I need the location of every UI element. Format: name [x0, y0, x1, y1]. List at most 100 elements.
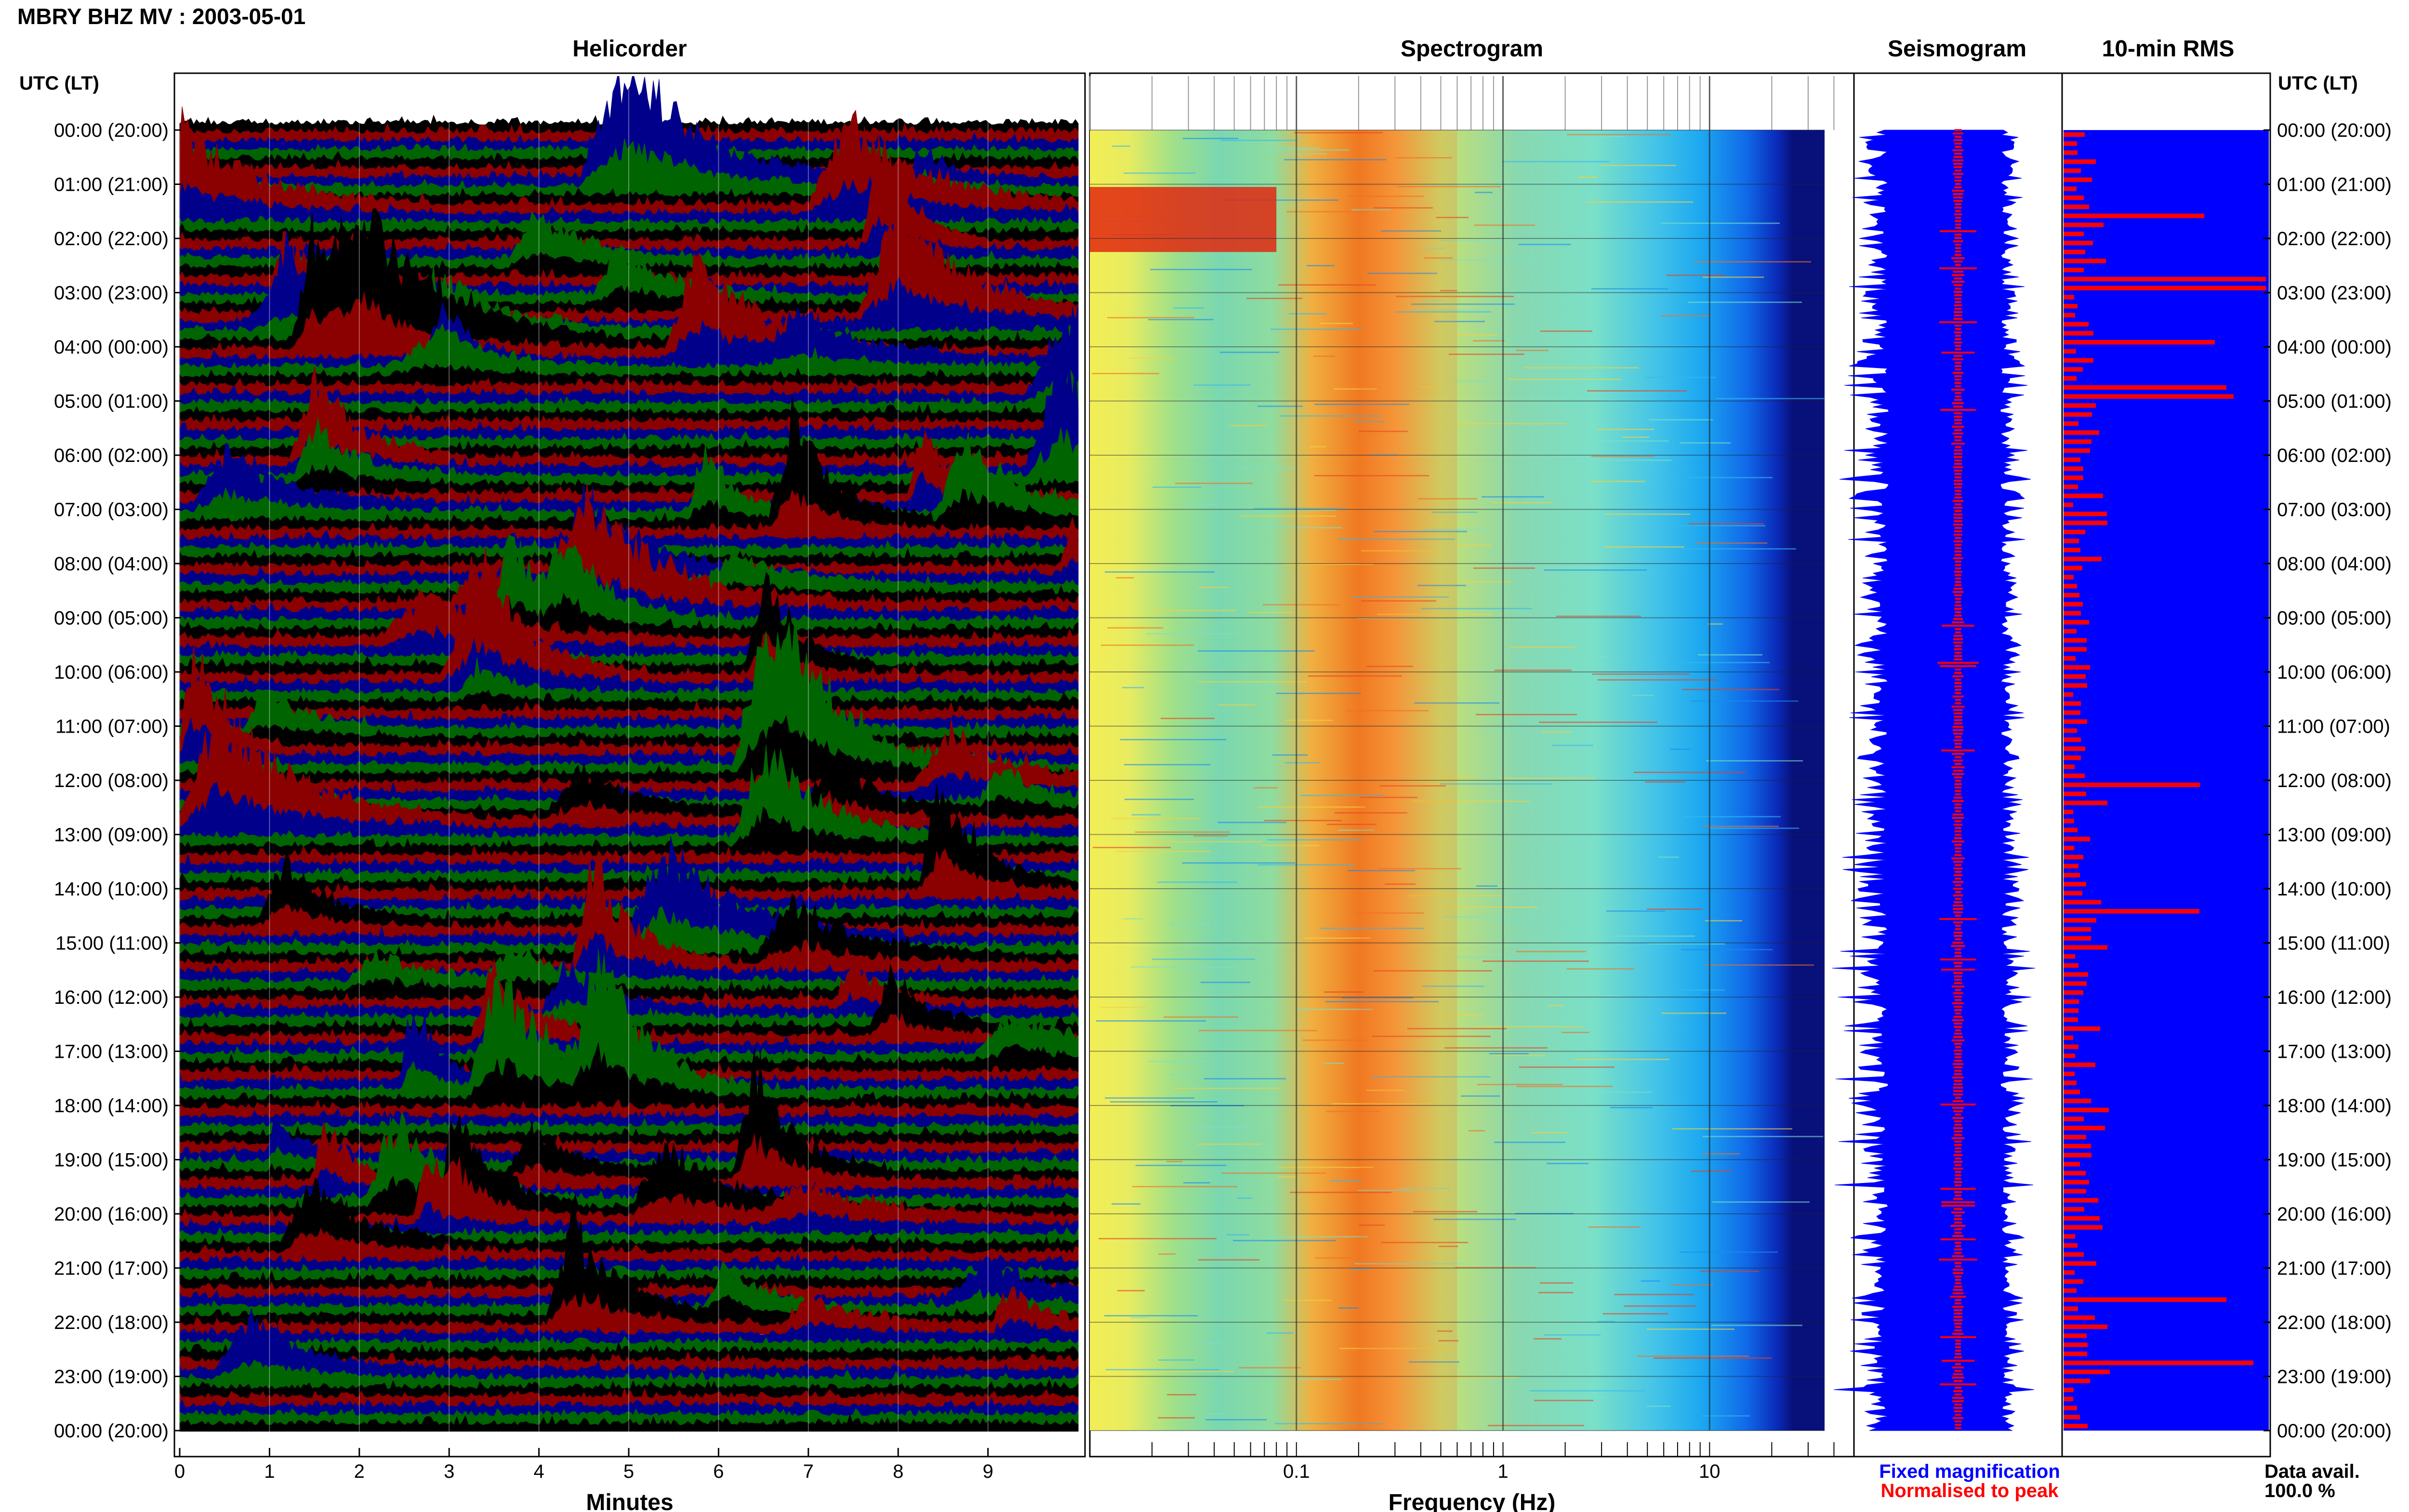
spectrogram-stripe — [1298, 1379, 1341, 1380]
spectrogram-stripe — [1456, 544, 1492, 546]
rms-bar — [2064, 539, 2079, 543]
rms-bar — [2064, 737, 2081, 742]
spectrogram-stripe — [1492, 502, 1553, 503]
rms-bar — [2064, 1080, 2077, 1085]
spectrogram-stripe — [1514, 656, 1608, 657]
rms-bar — [2064, 575, 2074, 579]
spectrogram-stripe — [1396, 296, 1514, 297]
rms-bar — [2064, 954, 2075, 959]
spectrogram-stripe — [1278, 1176, 1296, 1178]
spectrogram-stripe — [1198, 650, 1315, 652]
rms-bar — [2064, 1252, 2084, 1257]
rms-bar — [2064, 1153, 2091, 1157]
spectrogram-stripe — [1361, 600, 1436, 602]
spectrogram-stripe — [1124, 764, 1210, 765]
rms-bar — [2064, 1261, 2096, 1266]
spectrogram-stripe — [1131, 966, 1234, 968]
spectrogram-stripe — [1489, 1053, 1529, 1054]
spectrogram-stripe — [1239, 1367, 1301, 1368]
spectrogram-stripe — [1519, 1066, 1615, 1068]
hour-label-left: 00:00 (20:00) — [54, 1420, 169, 1442]
hour-label-left: 08:00 (04:00) — [54, 553, 169, 575]
hour-label-left: 09:00 (05:00) — [54, 608, 169, 629]
spectrogram-stripe — [1414, 309, 1487, 311]
rms-bar — [2064, 466, 2083, 471]
spectrogram-stripe — [1598, 1321, 1615, 1322]
spectrogram-stripe — [1677, 989, 1725, 991]
rms-bar — [2064, 1243, 2078, 1248]
spectrogram-stripe — [1624, 1305, 1696, 1307]
spectrogram-stripe — [1647, 943, 1725, 945]
rms-bar — [2064, 1234, 2075, 1239]
spectrogram-stripe — [1603, 1313, 1668, 1315]
spectrogram-stripe — [1482, 496, 1544, 498]
spectrogram-stripe — [1175, 483, 1253, 484]
helicorder-x-label: Minutes — [586, 1490, 673, 1512]
spectrogram-stripe — [1596, 429, 1654, 430]
spectrogram-stripe — [1348, 196, 1424, 197]
spectrogram-stripe — [1534, 1400, 1593, 1401]
spectrogram-stripe — [1567, 134, 1670, 135]
spectrogram-stripe — [1483, 292, 1580, 293]
rms-bar — [2064, 349, 2076, 354]
spectrogram-stripe — [1702, 1415, 1750, 1417]
spectrogram-stripe — [1093, 847, 1171, 848]
rms-bar — [2064, 186, 2077, 191]
hour-label-left: 12:00 (08:00) — [54, 770, 169, 791]
spectrogram-stripe — [1350, 1269, 1370, 1270]
rms-bar — [2064, 791, 2086, 796]
hour-label-right: 14:00 (10:00) — [2277, 879, 2392, 900]
rms-bar — [2064, 972, 2088, 977]
spectrogram-stripe — [1355, 912, 1424, 914]
spectrogram-stripe — [1689, 477, 1773, 478]
spectrogram-heatmap — [1090, 130, 1825, 1431]
rms-bar — [2064, 493, 2103, 499]
spectrogram-stripe — [1706, 760, 1803, 762]
rms-bar — [2064, 1342, 2088, 1347]
spectrogram-stripe — [1591, 288, 1668, 289]
spectrogram-stripe — [1116, 851, 1210, 852]
rms-bar — [2064, 195, 2084, 200]
spectrogram-stripe — [1385, 883, 1416, 885]
rms-bar — [2064, 231, 2084, 237]
rms-bar — [2064, 1225, 2103, 1230]
spectrogram-stripe — [1105, 1097, 1194, 1099]
helicorder-x-tick-label: 1 — [264, 1461, 275, 1482]
spectrogram-stripe — [1519, 244, 1571, 245]
spectrogram-stripe — [1581, 400, 1617, 401]
spectrogram-stripe — [1096, 1020, 1206, 1022]
spectrogram-stripe — [1482, 960, 1589, 962]
spectrogram-stripe — [1502, 161, 1610, 162]
hour-label-right: 18:00 (14:00) — [2277, 1095, 2392, 1117]
spectrogram-stripe — [1492, 338, 1522, 340]
spectrogram-stripe — [1540, 1282, 1573, 1284]
spectrogram-stripe — [1148, 319, 1214, 320]
rms-bar — [2064, 250, 2085, 254]
spectrogram-stripe — [1254, 787, 1278, 789]
rms-bar — [2064, 837, 2090, 841]
spectrogram-stripe — [1641, 1280, 1660, 1282]
spectrogram-stripe — [1547, 1163, 1588, 1164]
spectrogram-stripe — [1374, 970, 1492, 972]
rms-bar — [2064, 421, 2078, 426]
spectrogram-stripe — [1257, 806, 1365, 808]
rms-bar — [2064, 159, 2096, 164]
rms-bar — [2064, 683, 2087, 688]
spectrogram-stripe — [1515, 1213, 1574, 1214]
rms-bar — [2064, 629, 2077, 634]
spectrogram-stripe — [1170, 924, 1210, 925]
hour-label-left: 22:00 (18:00) — [54, 1312, 169, 1333]
rms-bar — [2064, 710, 2080, 715]
spectrogram-stripe — [1476, 714, 1577, 715]
spectrogram-stripe — [1702, 1153, 1740, 1155]
spectrogram-stripe — [1493, 1055, 1545, 1056]
rms-bar — [2064, 475, 2083, 480]
spectrogram-stripe — [1700, 1271, 1759, 1272]
spectrogram-stripe — [1276, 693, 1361, 694]
rms-bar — [2064, 213, 2204, 218]
rms-bar — [2064, 1324, 2107, 1329]
spectrogram-stripe — [1476, 885, 1497, 887]
spectrogram-stripe — [1421, 608, 1532, 609]
spectrogram-stripe — [1120, 739, 1226, 740]
spectrogram-stripe — [1447, 907, 1538, 908]
